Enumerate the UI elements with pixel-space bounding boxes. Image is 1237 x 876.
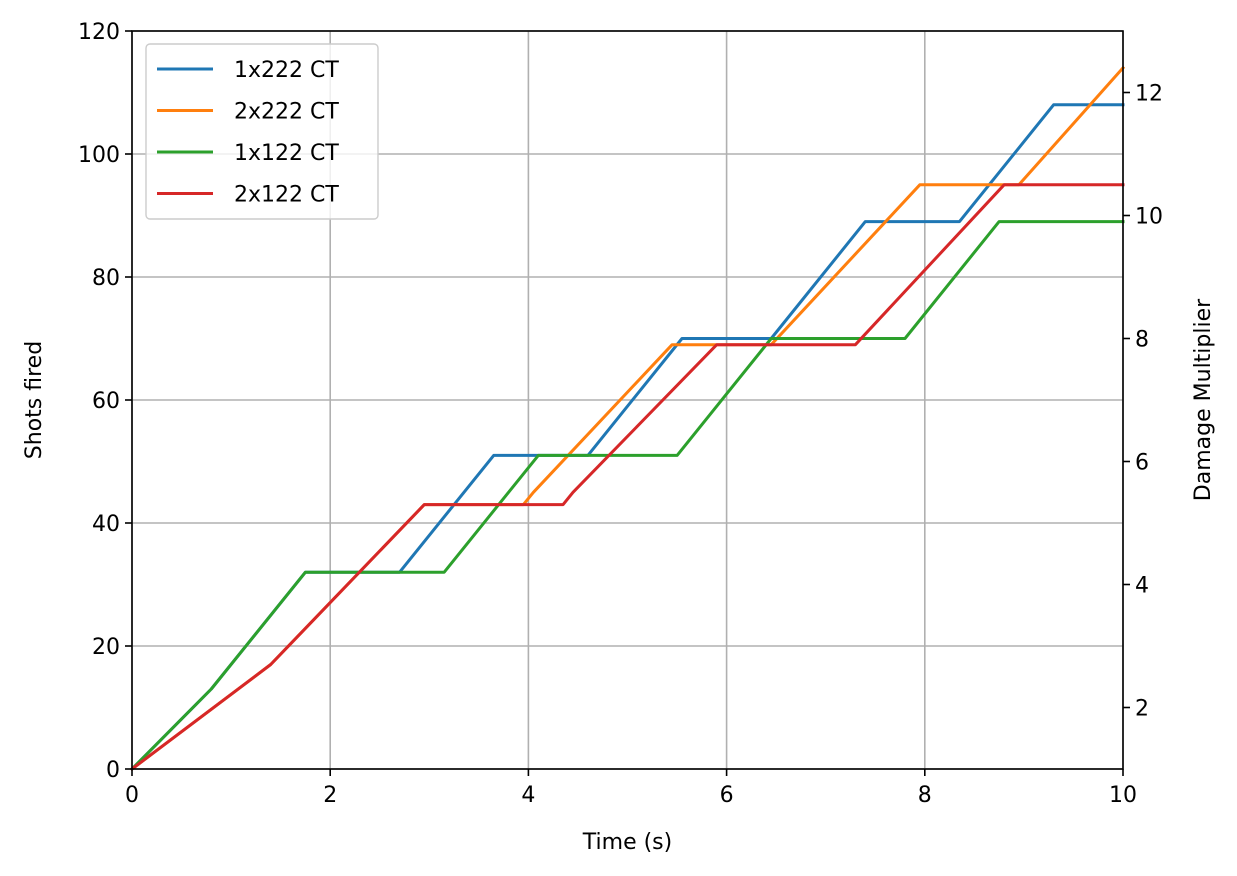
legend-label: 2x122 CT xyxy=(234,183,339,208)
legend-label: 1x222 CT xyxy=(234,58,339,83)
x-tick-label: 10 xyxy=(1109,783,1137,808)
legend: 1x222 CT 2x222 CT 1x122 CT 2x122 CT xyxy=(145,43,379,220)
y2-tick-label: 2 xyxy=(1135,697,1149,722)
series-lines xyxy=(129,65,1126,772)
y-tick-label: 60 xyxy=(92,389,120,414)
y2-tick-label: 10 xyxy=(1135,205,1163,230)
y2-tick-label: 12 xyxy=(1135,82,1163,107)
legend-box xyxy=(145,43,379,220)
x-tick-label: 4 xyxy=(521,783,535,808)
y-tick-label: 80 xyxy=(92,266,120,291)
x-tick-label: 2 xyxy=(323,783,337,808)
y2-tick-label: 6 xyxy=(1135,451,1149,476)
y-tick-label: 20 xyxy=(92,635,120,660)
x-tick-label: 6 xyxy=(720,783,734,808)
y-axis-title: Shots fired xyxy=(22,341,47,459)
legend-label: 1x122 CT xyxy=(234,141,339,166)
legend-label: 2x222 CT xyxy=(234,100,339,125)
y2-axis-title: Damage Multiplier xyxy=(1191,298,1216,501)
grid-lines xyxy=(131,30,1124,770)
y2-tick-label: 4 xyxy=(1135,574,1149,599)
y-tick-label: 40 xyxy=(92,512,120,537)
y-tick-label: 100 xyxy=(78,143,120,168)
y-tick-label: 0 xyxy=(106,758,120,783)
x-axis-title: Time (s) xyxy=(582,830,672,855)
x-tick-label: 8 xyxy=(918,783,932,808)
y-tick-label: 120 xyxy=(78,20,120,45)
series-line-2x122-ct xyxy=(129,183,1125,772)
x-tick-label: 0 xyxy=(125,783,139,808)
y2-tick-label: 8 xyxy=(1135,328,1149,353)
